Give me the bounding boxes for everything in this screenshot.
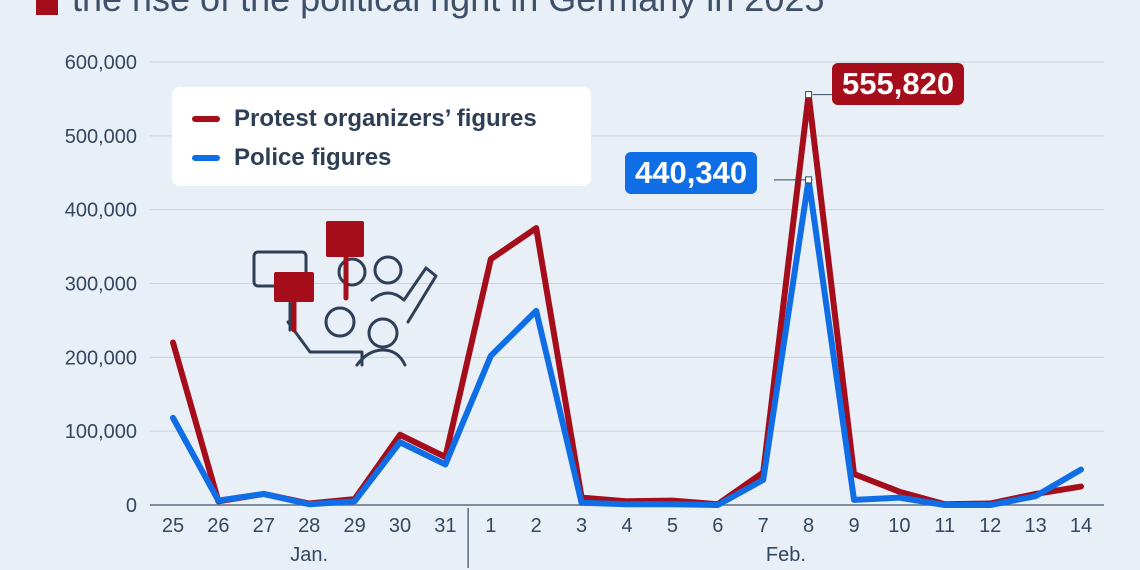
x-tick-label: 27 [253, 515, 275, 537]
legend: Protest organizers’ figures Police figur… [172, 87, 591, 186]
x-tick-label: 2 [531, 515, 542, 537]
series-line-police [170, 176, 1084, 508]
legend-swatch-organizers [192, 116, 220, 122]
title-marker [36, 0, 58, 15]
x-tick-label: 4 [621, 515, 632, 537]
x-tick-label: 31 [434, 515, 456, 537]
x-tick-label: 26 [207, 515, 229, 537]
x-tick-label: 29 [343, 515, 365, 537]
legend-item-organizers: Protest organizers’ figures [192, 105, 537, 133]
y-tick-label: 500,000 [65, 126, 137, 148]
month-label-jan: Jan. [290, 544, 328, 566]
x-tick-label: 6 [712, 515, 723, 537]
x-tick-label: 11 [934, 515, 955, 537]
callout-police-peak: 440,340 [625, 152, 758, 194]
x-tick-label: 14 [1070, 515, 1092, 537]
y-tick-label: 300,000 [65, 274, 137, 296]
x-tick-label: 5 [667, 515, 678, 537]
x-tick-label: 7 [758, 515, 769, 537]
y-tick-label: 100,000 [65, 421, 137, 443]
y-axis-ticks: 0 100,000 200,000 300,000 400,000 500,000 600,… [65, 52, 137, 517]
y-tick-label: 400,000 [65, 200, 137, 222]
x-tick-label: 25 [162, 515, 184, 537]
series-lines [170, 91, 1084, 508]
legend-swatch-police [192, 155, 220, 161]
x-tick-label: 13 [1024, 515, 1046, 537]
month-label-feb: Feb. [766, 544, 806, 566]
callout-leaders [774, 91, 832, 184]
x-tick-label: 28 [298, 515, 320, 537]
x-tick-label: 30 [389, 515, 411, 537]
protest-crowd-with-signs-icon [252, 221, 438, 367]
x-tick-label: 10 [888, 515, 910, 537]
legend-label-police: Police figures [234, 144, 392, 171]
y-tick-label: 600,000 [65, 52, 137, 74]
legend-item-police: Police figures [192, 144, 391, 172]
x-tick-label: 3 [576, 515, 587, 537]
x-tick-label: 12 [979, 515, 1001, 537]
y-tick-label: 200,000 [65, 347, 137, 369]
chart-title: the rise of the political right in Germa… [36, 0, 824, 20]
legend-label-organizers: Protest organizers’ figures [234, 105, 537, 132]
x-tick-label: 8 [803, 515, 814, 537]
title-text: the rise of the political right in Germa… [72, 0, 824, 20]
annotation-marker [805, 91, 813, 99]
annotation-marker [805, 176, 813, 184]
callout-organizers-peak: 555,820 [832, 63, 965, 105]
x-tick-label: 1 [485, 515, 496, 537]
y-tick-label: 0 [126, 495, 137, 517]
x-tick-label: 9 [848, 515, 859, 537]
